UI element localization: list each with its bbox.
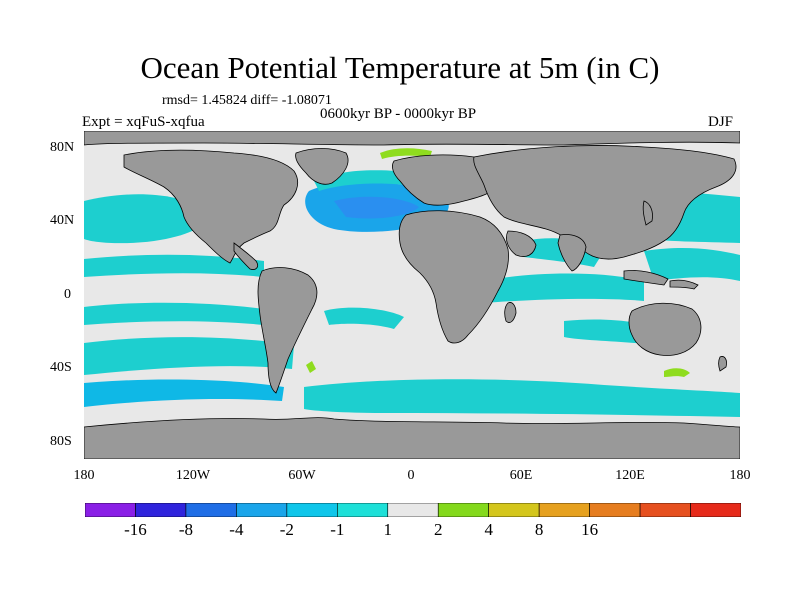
x-tick-120e: 120E <box>615 468 645 483</box>
madagascar <box>504 302 517 323</box>
colorbar-swatch <box>185 503 237 517</box>
southern-ocean-band <box>304 379 740 417</box>
colorbar-label: -2 <box>279 520 294 539</box>
y-tick-40s: 40S <box>50 360 72 375</box>
colorbar-label: -8 <box>178 520 194 539</box>
colorbar-label: -4 <box>229 520 244 539</box>
land-masses <box>84 131 740 459</box>
x-tick-180w: 180 <box>73 468 95 483</box>
y-tick-0: 0 <box>64 287 71 302</box>
map-panel <box>84 131 740 459</box>
colorbar <box>85 503 741 517</box>
colorbar-swatch <box>639 503 691 517</box>
japan <box>642 200 653 226</box>
x-tick-120w: 120W <box>175 468 211 483</box>
tropical-pacific-band-2 <box>84 302 264 325</box>
period-label: 0600kyr BP - 0000kyr BP <box>320 106 477 122</box>
indian-ocean-band <box>484 273 644 303</box>
greenland-sea-warm-patch <box>380 148 432 159</box>
south-pacific-band-2 <box>84 379 284 407</box>
colorbar-label: -16 <box>124 520 147 539</box>
arctic-land-strip <box>84 131 740 146</box>
y-tick-80n: 80N <box>50 140 75 155</box>
x-tick-180e: 180 <box>729 468 751 483</box>
asia <box>473 145 737 260</box>
colorbar-label: 2 <box>433 520 443 539</box>
colorbar-label: 16 <box>581 520 599 539</box>
south-australia-warm-patch <box>664 368 690 377</box>
india <box>557 234 587 272</box>
north-pacific-west-band <box>84 194 207 244</box>
africa <box>398 210 509 344</box>
south-america <box>257 267 318 394</box>
indonesia <box>623 270 669 286</box>
greenland <box>295 148 349 185</box>
colorbar-label: 1 <box>383 520 393 539</box>
season-label: DJF <box>708 114 734 130</box>
arabian-peninsula <box>506 230 537 257</box>
colorbar-label: 8 <box>534 520 544 539</box>
tropical-pacific-band-1 <box>84 254 264 277</box>
north-america <box>123 149 298 264</box>
patagonia-warm-patch <box>306 361 316 373</box>
australia <box>628 302 702 356</box>
europe <box>392 154 502 206</box>
colorbar-swatch <box>236 503 288 517</box>
colorbar-swatch <box>85 503 136 517</box>
colorbar-label: -1 <box>330 520 345 539</box>
colorbar-swatch <box>538 503 590 517</box>
y-tick-40n: 40N <box>50 213 75 228</box>
colorbar-swatch <box>437 503 489 517</box>
x-tick-0: 0 <box>407 468 415 483</box>
central-america <box>233 242 258 270</box>
colorbar-swatch <box>337 503 389 517</box>
western-pacific-band <box>644 248 740 281</box>
south-atlantic-band <box>324 307 404 329</box>
antarctica <box>84 417 740 459</box>
x-tick-60w: 60W <box>288 468 316 483</box>
colorbar-swatch <box>690 503 741 517</box>
experiment-label: Expt = xqFuS-xqfua <box>82 114 205 130</box>
north-atlantic-core <box>334 196 419 219</box>
colorbar-swatch <box>488 503 540 517</box>
new-zealand <box>718 356 727 372</box>
map-title: Ocean Potential Temperature at 5m (in C) <box>140 50 660 85</box>
colorbar-swatch <box>387 503 439 517</box>
colorbar-swatch <box>589 503 641 517</box>
south-pacific-band-1 <box>84 337 294 375</box>
stats-line: rmsd= 1.45824 diff= -1.08071 <box>162 93 332 108</box>
new-guinea <box>669 279 699 290</box>
y-tick-80s: 80S <box>50 434 72 449</box>
colorbar-swatch <box>286 503 338 517</box>
colorbar-swatch <box>135 503 187 517</box>
colorbar-label: 4 <box>484 520 493 539</box>
x-tick-60e: 60E <box>509 468 533 483</box>
